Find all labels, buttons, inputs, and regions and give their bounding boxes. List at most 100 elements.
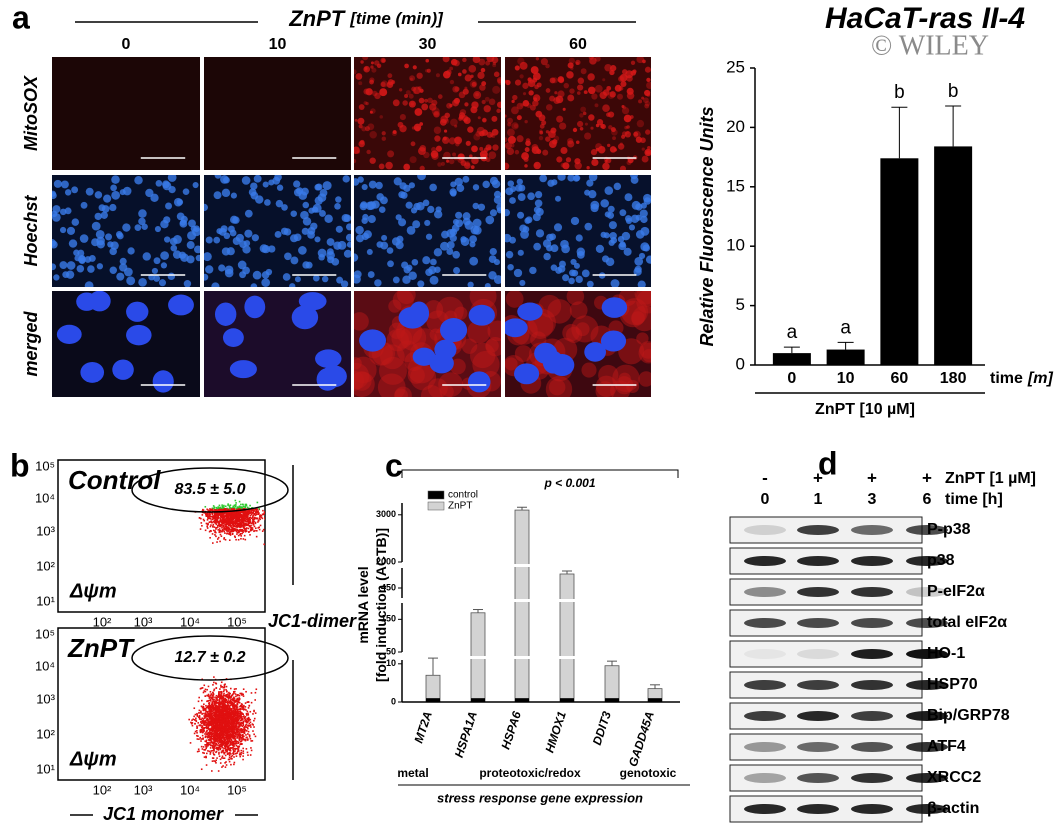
event [213,506,216,509]
event [219,509,221,512]
nucleus [575,234,583,242]
nucleus [94,212,102,221]
event [244,706,247,708]
event [218,507,220,509]
event [263,543,265,546]
nucleus [109,266,117,274]
event [240,507,243,509]
nucleus [472,202,480,210]
event [213,526,216,528]
mitosox-signal [404,93,409,98]
event [230,753,232,755]
event [220,732,223,735]
event [236,521,238,523]
nucleus [507,180,515,187]
mitosox-signal [483,147,489,153]
event [220,709,223,712]
event [215,523,218,526]
event [243,715,245,717]
event [209,739,212,741]
red-signal [547,299,572,324]
event [216,744,219,746]
mitosox-signal [506,128,515,137]
mitosox-signal [471,145,478,153]
event [207,725,210,727]
event [260,516,263,519]
event [241,713,243,715]
event [214,704,216,706]
event [230,714,233,717]
event [210,693,213,696]
event [206,706,209,709]
mitosox-signal [354,118,358,122]
event [231,709,233,712]
event [219,707,221,710]
event [236,718,239,720]
event [220,507,223,510]
event [215,717,218,720]
event [227,518,230,520]
mitosox-signal [647,151,651,155]
event [224,704,227,706]
row-label: MitoSOX [21,75,41,151]
event [241,520,243,523]
event [203,519,206,522]
event [250,701,253,704]
event [249,534,251,536]
event [218,751,220,754]
mitosox-signal [594,84,603,93]
mitosox-signal [602,104,610,112]
event [209,518,212,520]
cells [354,57,501,170]
nucleus [621,231,631,241]
event [227,519,230,522]
event [219,533,222,536]
event [245,513,247,515]
event [244,524,246,526]
event [230,696,233,698]
event [245,530,248,532]
nucleus [221,188,231,198]
event [221,716,223,718]
event [223,692,225,695]
event [237,694,239,696]
nucleus [152,370,174,393]
event [246,515,249,518]
event [243,512,246,515]
nucleus [567,175,575,182]
event [237,514,240,517]
mitosox-signal [641,96,645,100]
event [242,737,244,740]
event [238,511,240,513]
event [212,508,214,511]
event [227,710,230,713]
event [213,746,215,749]
red-signal [400,324,427,351]
event [208,517,211,519]
event [243,530,245,532]
event [225,724,228,727]
event [228,693,231,695]
event [202,707,205,710]
event [211,735,214,738]
nucleus [600,199,609,208]
nucleus [248,188,257,197]
event [223,530,226,533]
mitosox-signal [435,145,442,152]
event [214,727,217,729]
mitosox-signal [464,102,469,107]
event [209,700,212,702]
event [209,742,212,744]
mitosox-signal [491,115,498,122]
event [235,755,238,757]
event [220,530,223,533]
mitosox-signal [369,110,373,114]
mitosox-signal [444,118,450,124]
mitosox-signal [560,147,568,155]
event [218,739,220,742]
event [225,512,228,515]
event [210,524,212,526]
y-tick-label: 10⁴ [35,490,55,505]
event [218,516,220,519]
event [216,729,219,732]
